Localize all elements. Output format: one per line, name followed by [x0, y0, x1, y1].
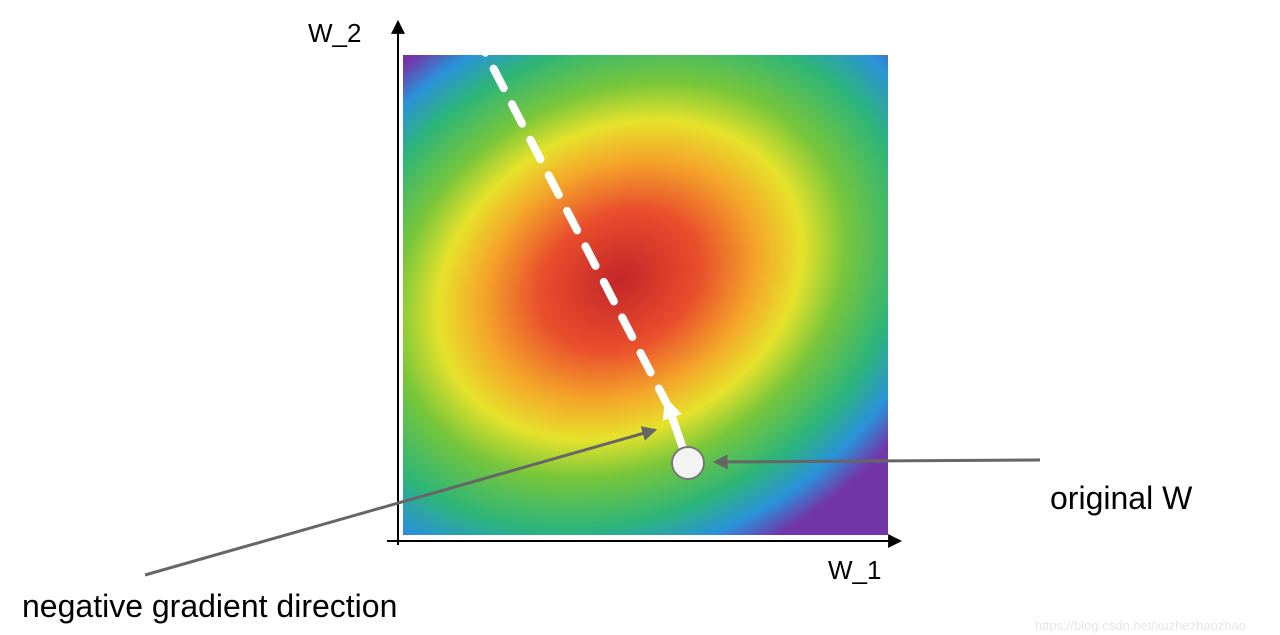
diagram-stage: W_2 W_1 original W negative gradient dir… [0, 0, 1280, 635]
loss-heatmap [403, 55, 888, 535]
original-w-arrow [715, 460, 1040, 462]
x-axis-label: W_1 [828, 555, 881, 586]
original-w-label: original W [1050, 480, 1192, 517]
diagram-svg [0, 0, 1280, 635]
negative-gradient-label: negative gradient direction [22, 588, 397, 625]
watermark-text: https://blog.csdn.net/xuzhezhaozhao [1035, 618, 1246, 633]
y-axis-label: W_2 [308, 18, 361, 49]
original-w-point [672, 447, 704, 479]
